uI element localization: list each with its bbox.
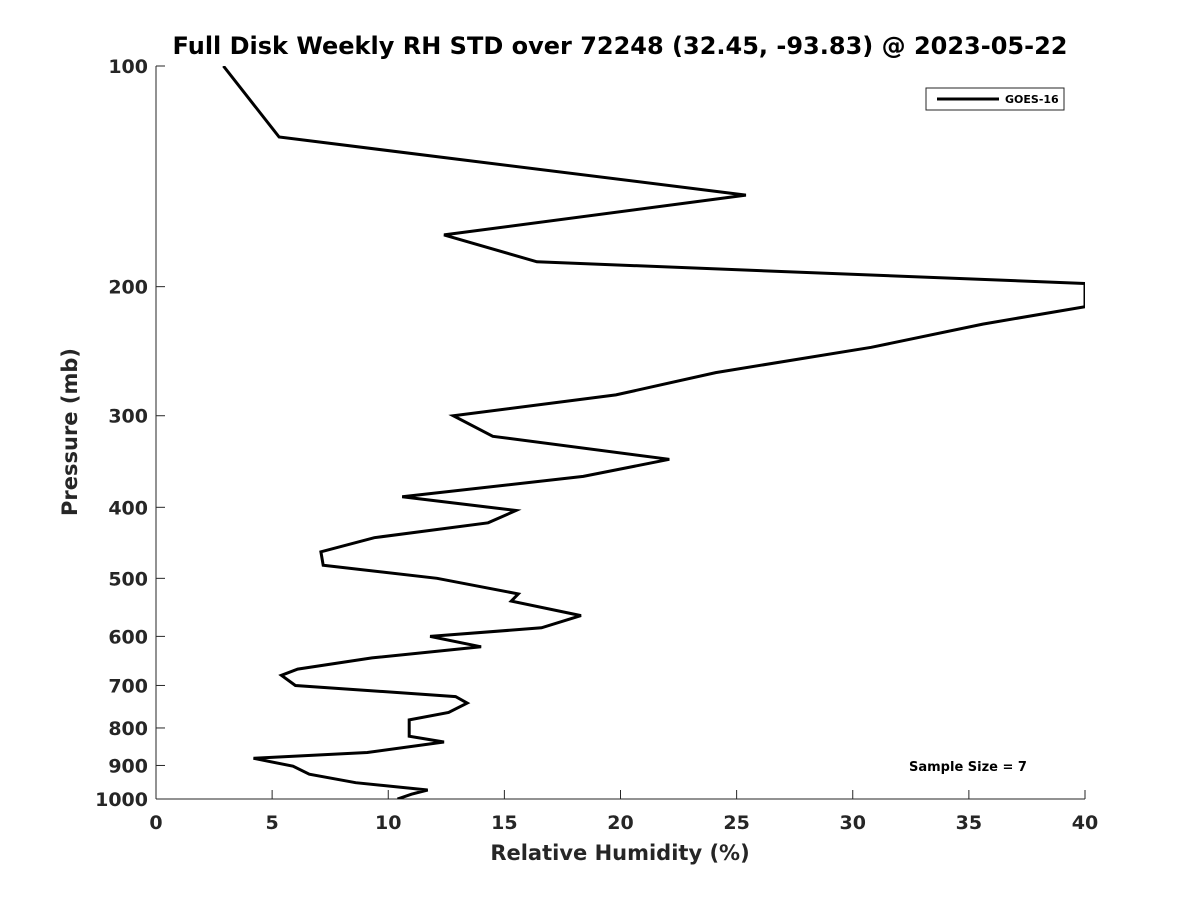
y-tick-label: 100 <box>108 56 148 78</box>
x-tick-label: 30 <box>840 812 866 834</box>
series-line-goes-16 <box>222 66 1085 799</box>
y-tick-label: 500 <box>108 568 148 590</box>
y-tick-label: 600 <box>108 626 148 648</box>
x-axis-label: Relative Humidity (%) <box>490 841 749 865</box>
y-axis: 100 200 300 400 500 600 700 800 900 1000 <box>95 56 165 811</box>
x-tick-label: 10 <box>375 812 401 834</box>
y-tick-label: 900 <box>108 755 148 777</box>
x-tick-label: 0 <box>149 812 162 834</box>
x-tick-label: 35 <box>956 812 982 834</box>
y-tick-label: 200 <box>108 277 148 299</box>
x-tick-label: 15 <box>491 812 517 834</box>
x-axis: 0 5 10 15 20 25 30 35 40 <box>149 790 1098 834</box>
y-axis-label: Pressure (mb) <box>58 348 82 516</box>
y-tick-label: 400 <box>108 497 148 519</box>
y-tick-label: 1000 <box>95 789 148 811</box>
x-tick-label: 20 <box>607 812 633 834</box>
y-tick-label: 300 <box>108 406 148 428</box>
legend: GOES-16 <box>925 87 1065 111</box>
plot-area <box>155 66 1085 800</box>
y-tick-label: 700 <box>108 675 148 697</box>
sample-size-annotation: Sample Size = 7 <box>909 760 1027 775</box>
y-tick-label: 800 <box>108 718 148 740</box>
x-tick-label: 5 <box>266 812 279 834</box>
legend-label: GOES-16 <box>1005 93 1059 106</box>
chart-title: Full Disk Weekly RH STD over 72248 (32.4… <box>173 32 1068 60</box>
x-tick-label: 25 <box>723 812 749 834</box>
x-tick-label: 40 <box>1072 812 1098 834</box>
